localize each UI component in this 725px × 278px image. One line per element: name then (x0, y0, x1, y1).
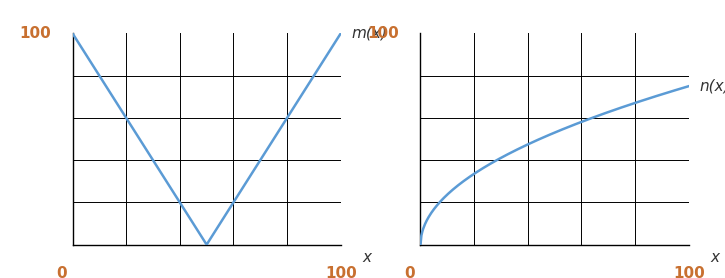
Text: 0: 0 (57, 266, 67, 278)
Text: 100: 100 (20, 26, 51, 41)
Text: n(x): n(x) (700, 79, 725, 94)
Text: x: x (362, 250, 371, 265)
Text: 100: 100 (368, 26, 399, 41)
Text: m(x): m(x) (352, 26, 387, 41)
Text: 100: 100 (673, 266, 705, 278)
Text: 100: 100 (325, 266, 357, 278)
Text: 0: 0 (405, 266, 415, 278)
Text: x: x (710, 250, 719, 265)
